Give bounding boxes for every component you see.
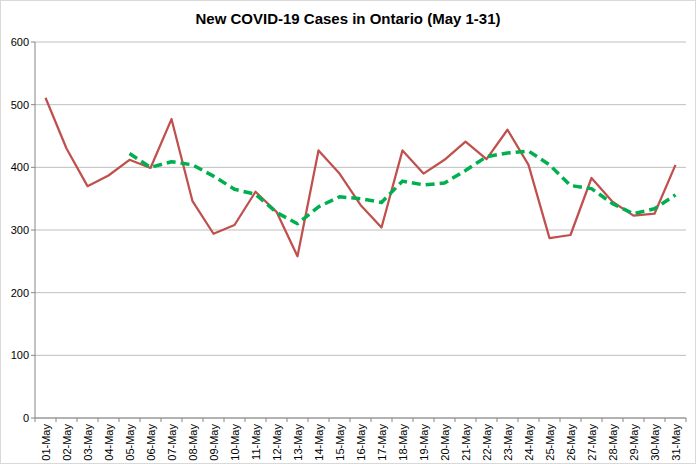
y-tick	[31, 292, 35, 293]
grid-line	[35, 292, 686, 293]
x-tick-label: 31-May	[670, 424, 682, 461]
x-tick-label: 29-May	[628, 424, 640, 461]
x-tick-label: 03-May	[82, 424, 94, 461]
x-tick	[665, 418, 666, 422]
x-tick-label: 18-May	[397, 424, 409, 461]
x-tick	[56, 418, 57, 422]
x-tick-label: 11-May	[250, 424, 262, 460]
x-tick	[686, 418, 687, 422]
x-tick-label: 05-May	[124, 424, 136, 461]
x-tick-label: 30-May	[649, 424, 661, 461]
x-tick	[623, 418, 624, 422]
y-tick	[31, 42, 35, 43]
x-tick	[350, 418, 351, 422]
y-tick	[31, 418, 35, 419]
x-tick-label: 09-May	[208, 424, 220, 461]
series-line	[46, 98, 676, 257]
x-tick	[518, 418, 519, 422]
chart-svg: New COVID-19 Cases in Ontario (May 1-31)…	[0, 0, 696, 464]
x-tick-label: 24-May	[523, 424, 535, 461]
x-tick	[161, 418, 162, 422]
x-tick-label: 23-May	[502, 424, 514, 461]
x-tick	[98, 418, 99, 422]
x-tick-label: 06-May	[145, 424, 157, 461]
y-tick-label: 600	[11, 36, 29, 48]
y-tick-label: 300	[11, 224, 29, 236]
x-tick-label: 02-May	[61, 424, 73, 461]
x-tick-label: 10-May	[229, 424, 241, 461]
y-tick	[31, 167, 35, 168]
x-tick	[581, 418, 582, 422]
x-tick	[455, 418, 456, 422]
chart-background	[1, 1, 696, 464]
x-tick	[182, 418, 183, 422]
grid-line	[35, 42, 686, 43]
x-tick-label: 19-May	[418, 424, 430, 461]
x-tick-label: 16-May	[355, 424, 367, 461]
x-tick-label: 27-May	[586, 424, 598, 461]
x-tick	[140, 418, 141, 422]
x-tick	[497, 418, 498, 422]
x-tick	[476, 418, 477, 422]
x-tick-label: 20-May	[439, 424, 451, 461]
x-tick	[224, 418, 225, 422]
x-tick	[560, 418, 561, 422]
x-tick-label: 01-May	[40, 424, 52, 461]
grid-line	[35, 167, 686, 168]
y-tick-label: 400	[11, 161, 29, 173]
x-tick-label: 21-May	[460, 424, 472, 461]
plot-area	[46, 98, 676, 257]
x-tick	[245, 418, 246, 422]
y-tick-label: 0	[23, 412, 29, 424]
x-tick	[392, 418, 393, 422]
x-tick	[434, 418, 435, 422]
x-tick-label: 08-May	[187, 424, 199, 461]
x-tick-label: 13-May	[292, 424, 304, 461]
x-tick	[308, 418, 309, 422]
y-tick	[31, 230, 35, 231]
x-axis	[35, 418, 686, 419]
y-tick	[31, 355, 35, 356]
x-tick-label: 22-May	[481, 424, 493, 461]
grid-line	[35, 104, 686, 105]
x-tick	[644, 418, 645, 422]
x-tick-label: 15-May	[334, 424, 346, 461]
x-tick	[371, 418, 372, 422]
x-tick	[602, 418, 603, 422]
chart-title: New COVID-19 Cases in Ontario (May 1-31)	[195, 10, 500, 27]
series-line	[130, 151, 676, 224]
x-tick-label: 17-May	[376, 424, 388, 461]
y-axis	[35, 42, 36, 418]
chart-container: New COVID-19 Cases in Ontario (May 1-31)…	[0, 0, 696, 464]
x-tick-label: 25-May	[544, 424, 556, 461]
y-tick-label: 200	[11, 287, 29, 299]
grid-line	[35, 355, 686, 356]
x-tick	[35, 418, 36, 422]
x-tick	[539, 418, 540, 422]
x-tick	[77, 418, 78, 422]
x-tick	[287, 418, 288, 422]
x-tick-label: 14-May	[313, 424, 325, 461]
y-tick-label: 100	[11, 349, 29, 361]
x-tick	[413, 418, 414, 422]
x-tick-label: 26-May	[565, 424, 577, 461]
x-tick-label: 12-May	[271, 424, 283, 461]
y-tick	[31, 104, 35, 105]
x-tick	[119, 418, 120, 422]
x-tick-label: 04-May	[103, 424, 115, 461]
y-tick-label: 500	[11, 99, 29, 111]
x-tick-label: 28-May	[607, 424, 619, 461]
x-tick	[266, 418, 267, 422]
x-tick	[329, 418, 330, 422]
grid-line	[35, 418, 686, 419]
x-tick-label: 07-May	[166, 424, 178, 461]
x-tick	[203, 418, 204, 422]
grid-line	[35, 230, 686, 231]
